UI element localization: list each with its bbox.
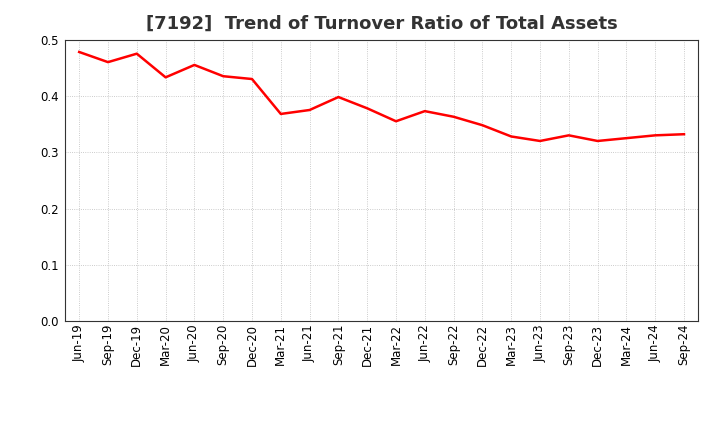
Title: [7192]  Trend of Turnover Ratio of Total Assets: [7192] Trend of Turnover Ratio of Total … — [145, 15, 618, 33]
